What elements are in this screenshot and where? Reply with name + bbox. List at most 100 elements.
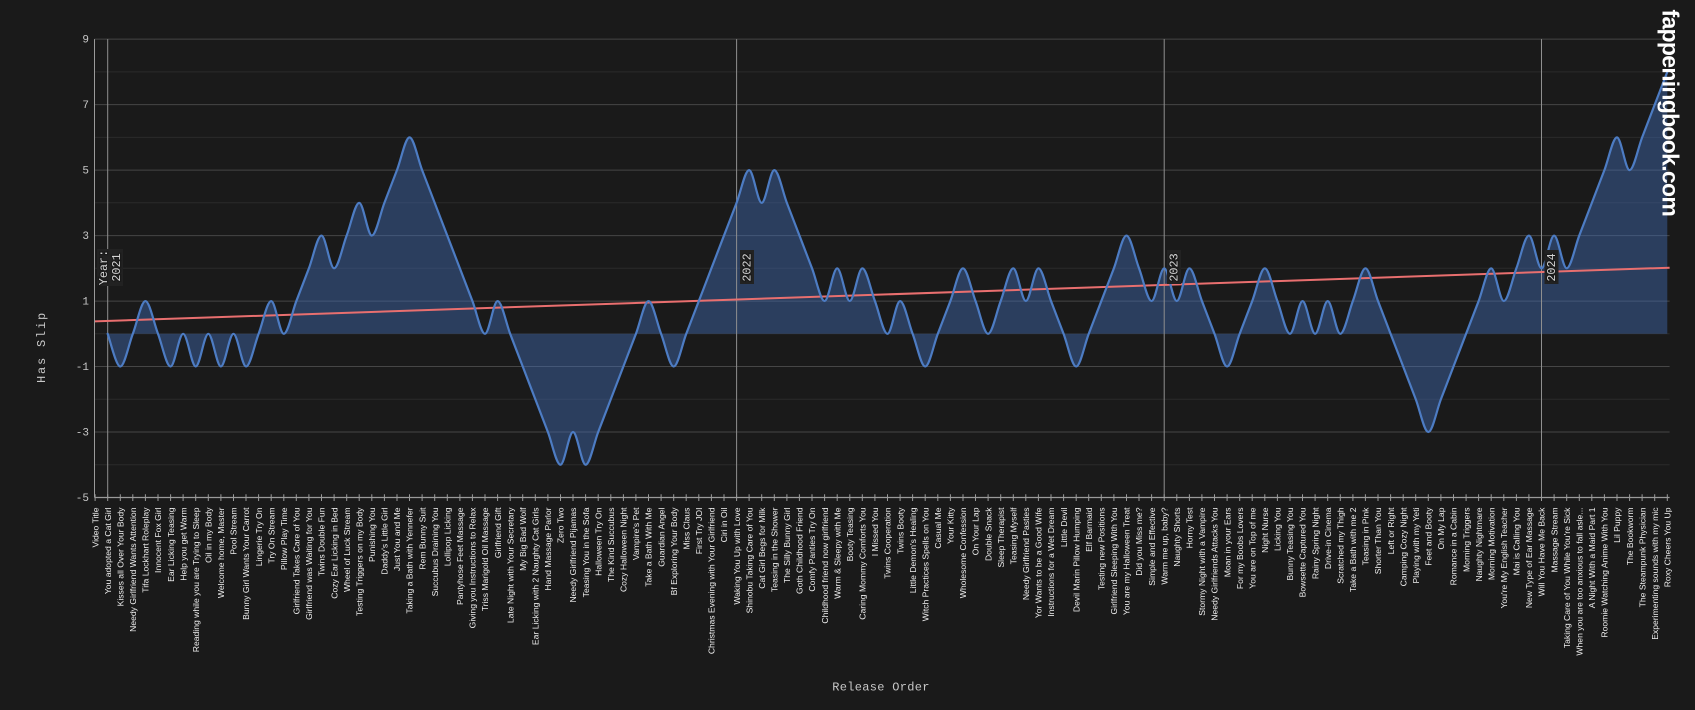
svg-text:Needy Girlfriends Attacks You: Needy Girlfriends Attacks You [1210, 507, 1220, 620]
svg-text:You're My English Teacher: You're My English Teacher [1499, 507, 1509, 608]
svg-text:Horny Test: Horny Test [1185, 507, 1195, 549]
svg-text:Did you Miss me?: Did you Miss me? [1134, 507, 1144, 576]
svg-text:Girlfriend Sleeping With You: Girlfriend Sleeping With You [1109, 507, 1119, 614]
svg-text:Just You and Me: Just You and Me [392, 507, 402, 571]
svg-text:Lil Puppy: Lil Puppy [1612, 507, 1622, 543]
svg-text:Little Demon's Healing: Little Demon's Healing [908, 507, 918, 593]
svg-text:2022: 2022 [741, 253, 755, 281]
svg-text:Year:: Year: [97, 250, 111, 285]
svg-text:Warm & Sleepy with Me: Warm & Sleepy with Me [832, 507, 842, 599]
svg-text:Double Snack: Double Snack [983, 507, 993, 561]
svg-text:Taking Care of You While You'r: Taking Care of You While You're Sick [1562, 507, 1572, 648]
svg-text:Elf Barmaid: Elf Barmaid [1084, 507, 1094, 552]
svg-text:Witch Practices Spells on You: Witch Practices Spells on You [920, 507, 930, 621]
svg-text:Night Nurse: Night Nurse [1260, 507, 1270, 553]
svg-text:Girlfriend Gift: Girlfriend Gift [493, 507, 503, 558]
svg-text:Needy Girlfriend Pijamas: Needy Girlfriend Pijamas [568, 508, 578, 603]
svg-text:Will You Have Me Back: Will You Have Me Back [1537, 507, 1547, 597]
svg-text:Childhood friend now girlfrien: Childhood friend now girlfriend [820, 507, 830, 623]
svg-text:The Bookworm: The Bookworm [1625, 508, 1635, 566]
svg-text:Giving you Instructions to Rel: Giving you Instructions to Relax [468, 507, 478, 629]
svg-text:Has Slip: Has Slip [35, 311, 49, 383]
svg-text:On Your Lap: On Your Lap [971, 507, 981, 555]
svg-text:New Type of Ear Massage: New Type of Ear Massage [1524, 507, 1534, 608]
svg-text:Ear Licking Teasing: Ear Licking Teasing [166, 507, 176, 582]
svg-text:Tifa Lockhart Roleplay: Tifa Lockhart Roleplay [141, 507, 151, 593]
svg-text:Wholesome Confession: Wholesome Confession [958, 507, 968, 598]
svg-text:Girlfriend was Waiting for You: Girlfriend was Waiting for You [304, 507, 314, 620]
svg-text:Goth Childhood Friend: Goth Childhood Friend [795, 507, 805, 594]
svg-text:Help you get Warm: Help you get Warm [178, 508, 188, 581]
svg-text:Licking You: Licking You [1273, 507, 1283, 551]
svg-text:Teasing You in the Sofa: Teasing You in the Sofa [581, 507, 591, 597]
svg-text:Testing Triggers on my Body: Testing Triggers on my Body [354, 507, 364, 616]
svg-text:For my Boobs Lovers: For my Boobs Lovers [1235, 508, 1245, 590]
svg-text:Succubus Draining You: Succubus Draining You [430, 507, 440, 596]
svg-text:Comfy Panties Try On: Comfy Panties Try On [807, 507, 817, 591]
svg-text:7: 7 [82, 100, 89, 112]
svg-text:1: 1 [82, 297, 89, 309]
svg-text:Little Devil: Little Devil [1059, 507, 1069, 547]
svg-text:Girlfriend Takes Care of You: Girlfriend Takes Care of You [292, 507, 302, 614]
svg-text:Bowsette Captured You: Bowsette Captured You [1298, 507, 1308, 597]
svg-text:Devil Marin Pillow Humping: Devil Marin Pillow Humping [1071, 507, 1081, 612]
svg-text:2024: 2024 [1545, 253, 1559, 281]
svg-text:Lollipop Licking: Lollipop Licking [443, 507, 453, 566]
svg-text:-5: -5 [76, 493, 89, 505]
svg-text:Warm me up, baby?: Warm me up, baby? [1159, 507, 1169, 584]
svg-text:Shinobu Taking Care of You: Shinobu Taking Care of You [744, 507, 754, 613]
svg-text:Ear Licking with 2 Naughty Cat: Ear Licking with 2 Naughty Cat Girls [531, 508, 541, 646]
svg-text:-1: -1 [76, 362, 90, 374]
svg-text:Welcome home, Master: Welcome home, Master [216, 507, 226, 598]
svg-text:My Big Bad Wolf: My Big Bad Wolf [518, 507, 528, 571]
svg-text:You are my Halloween Treat: You are my Halloween Treat [1122, 507, 1132, 615]
svg-text:Shorter Than You: Shorter Than You [1373, 507, 1383, 574]
svg-text:Video Title: Video Title [90, 507, 100, 547]
svg-text:Rem Bunny Suit: Rem Bunny Suit [417, 507, 427, 570]
svg-text:Cat Girl Begs for Milk: Cat Girl Begs for Milk [757, 507, 767, 589]
svg-text:Casual Me: Casual Me [933, 507, 943, 548]
svg-text:Take a Bath With Me: Take a Bath With Me [644, 507, 654, 587]
svg-text:Scratched my Thigh: Scratched my Thigh [1336, 507, 1346, 583]
svg-text:Teasing in the Shower: Teasing in the Shower [770, 507, 780, 592]
svg-text:9: 9 [82, 35, 89, 47]
svg-text:Needy Girlfriend Wants Attenti: Needy Girlfriend Wants Attention [128, 507, 138, 632]
svg-text:Your Kitty: Your Kitty [946, 507, 956, 544]
svg-text:Reading while you are Trying t: Reading while you are Trying to Sleep [191, 507, 201, 652]
svg-text:Simple and Effective: Simple and Effective [1147, 507, 1157, 585]
svg-text:Cozy Halloween Night: Cozy Halloween Night [619, 507, 629, 592]
svg-text:-3: -3 [76, 428, 89, 440]
svg-text:Twins Double Fun: Twins Double Fun [317, 507, 327, 576]
svg-text:Moan in your Ears: Moan in your Ears [1222, 508, 1232, 578]
svg-text:Twins Booty: Twins Booty [895, 507, 905, 554]
svg-text:Instructions for a Wet Dream: Instructions for a Wet Dream [1046, 508, 1056, 617]
svg-text:Miss Claus: Miss Claus [681, 508, 691, 550]
svg-text:When you are too anxious to fa: When you are too anxious to fall asle... [1575, 508, 1585, 656]
svg-text:Teasing Myself: Teasing Myself [1009, 507, 1019, 564]
svg-text:Experimenting sounds with my m: Experimenting sounds with my mic [1650, 507, 1660, 640]
svg-text:Release Order: Release Order [832, 681, 930, 695]
svg-text:On My Lap: On My Lap [1436, 507, 1446, 549]
svg-text:Bunny Girl Wants Your Carrot: Bunny Girl Wants Your Carrot [241, 507, 251, 620]
svg-text:5: 5 [82, 166, 89, 178]
svg-text:Playing with my Yeti: Playing with my Yeti [1411, 507, 1421, 583]
svg-text:Ciri in Oil: Ciri in Oil [719, 507, 729, 542]
svg-text:Taking a Bath with Yennefer: Taking a Bath with Yennefer [405, 507, 415, 613]
svg-text:Booty Teasing: Booty Teasing [845, 507, 855, 561]
svg-text:fappeningbook.com: fappeningbook.com [1658, 10, 1684, 217]
svg-text:2021: 2021 [110, 253, 124, 281]
svg-text:Try On Stream: Try On Stream [266, 508, 276, 564]
svg-text:Naughty Shorts: Naughty Shorts [1172, 508, 1182, 567]
svg-text:Morning Motivation: Morning Motivation [1486, 507, 1496, 580]
svg-text:Teasing in Pink: Teasing in Pink [1361, 507, 1371, 566]
svg-text:Lingerie Try On: Lingerie Try On [254, 507, 264, 566]
svg-text:Stormy Night with a Vampire: Stormy Night with a Vampire [1197, 507, 1207, 615]
svg-text:I Missed You: I Missed You [870, 507, 880, 556]
svg-text:Late Night with Your Secretary: Late Night with Your Secretary [505, 507, 515, 623]
svg-text:Roxy Cheers You Up: Roxy Cheers You Up [1663, 507, 1673, 587]
svg-text:You adopted a Cat Girl: You adopted a Cat Girl [103, 507, 113, 594]
svg-text:Left or Right: Left or Right [1386, 507, 1396, 554]
svg-text:The Silly Bunny Girl: The Silly Bunny Girl [782, 507, 792, 583]
svg-text:First Try JOI: First Try JOI [694, 508, 704, 555]
svg-text:Camping Cozy Night: Camping Cozy Night [1398, 507, 1408, 586]
